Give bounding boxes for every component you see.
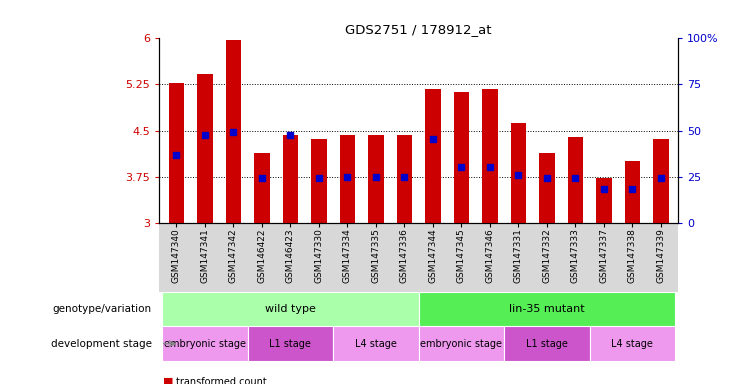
Bar bbox=[453, 92, 469, 223]
Bar bbox=[590, 326, 675, 361]
Text: L4 stage: L4 stage bbox=[355, 339, 397, 349]
Bar bbox=[539, 153, 555, 223]
Bar bbox=[225, 40, 242, 223]
Bar bbox=[504, 326, 590, 361]
Bar bbox=[625, 161, 640, 223]
Bar bbox=[482, 89, 498, 223]
Text: genotype/variation: genotype/variation bbox=[53, 304, 152, 314]
Bar bbox=[653, 139, 669, 223]
Bar bbox=[162, 292, 419, 326]
Bar bbox=[368, 135, 384, 223]
Text: transformed count: transformed count bbox=[176, 377, 266, 384]
Bar bbox=[254, 153, 270, 223]
Text: lin-35 mutant: lin-35 mutant bbox=[509, 304, 585, 314]
Bar bbox=[339, 135, 355, 223]
Bar bbox=[596, 179, 612, 223]
Bar bbox=[425, 89, 441, 223]
Text: L1 stage: L1 stage bbox=[270, 339, 311, 349]
Bar bbox=[168, 83, 185, 223]
Text: embryonic stage: embryonic stage bbox=[164, 339, 246, 349]
Text: development stage: development stage bbox=[51, 339, 152, 349]
Bar bbox=[511, 122, 526, 223]
Text: wild type: wild type bbox=[265, 304, 316, 314]
Bar bbox=[247, 326, 333, 361]
Bar bbox=[162, 326, 247, 361]
Bar bbox=[311, 139, 327, 223]
Text: embryonic stage: embryonic stage bbox=[420, 339, 502, 349]
Text: L1 stage: L1 stage bbox=[526, 339, 568, 349]
Text: ■: ■ bbox=[163, 377, 173, 384]
Bar bbox=[333, 326, 419, 361]
Bar bbox=[419, 292, 675, 326]
Title: GDS2751 / 178912_at: GDS2751 / 178912_at bbox=[345, 23, 492, 36]
Bar bbox=[282, 135, 298, 223]
Bar bbox=[396, 135, 412, 223]
Bar bbox=[568, 137, 583, 223]
Bar bbox=[419, 326, 504, 361]
Text: L4 stage: L4 stage bbox=[611, 339, 654, 349]
Bar bbox=[197, 74, 213, 223]
